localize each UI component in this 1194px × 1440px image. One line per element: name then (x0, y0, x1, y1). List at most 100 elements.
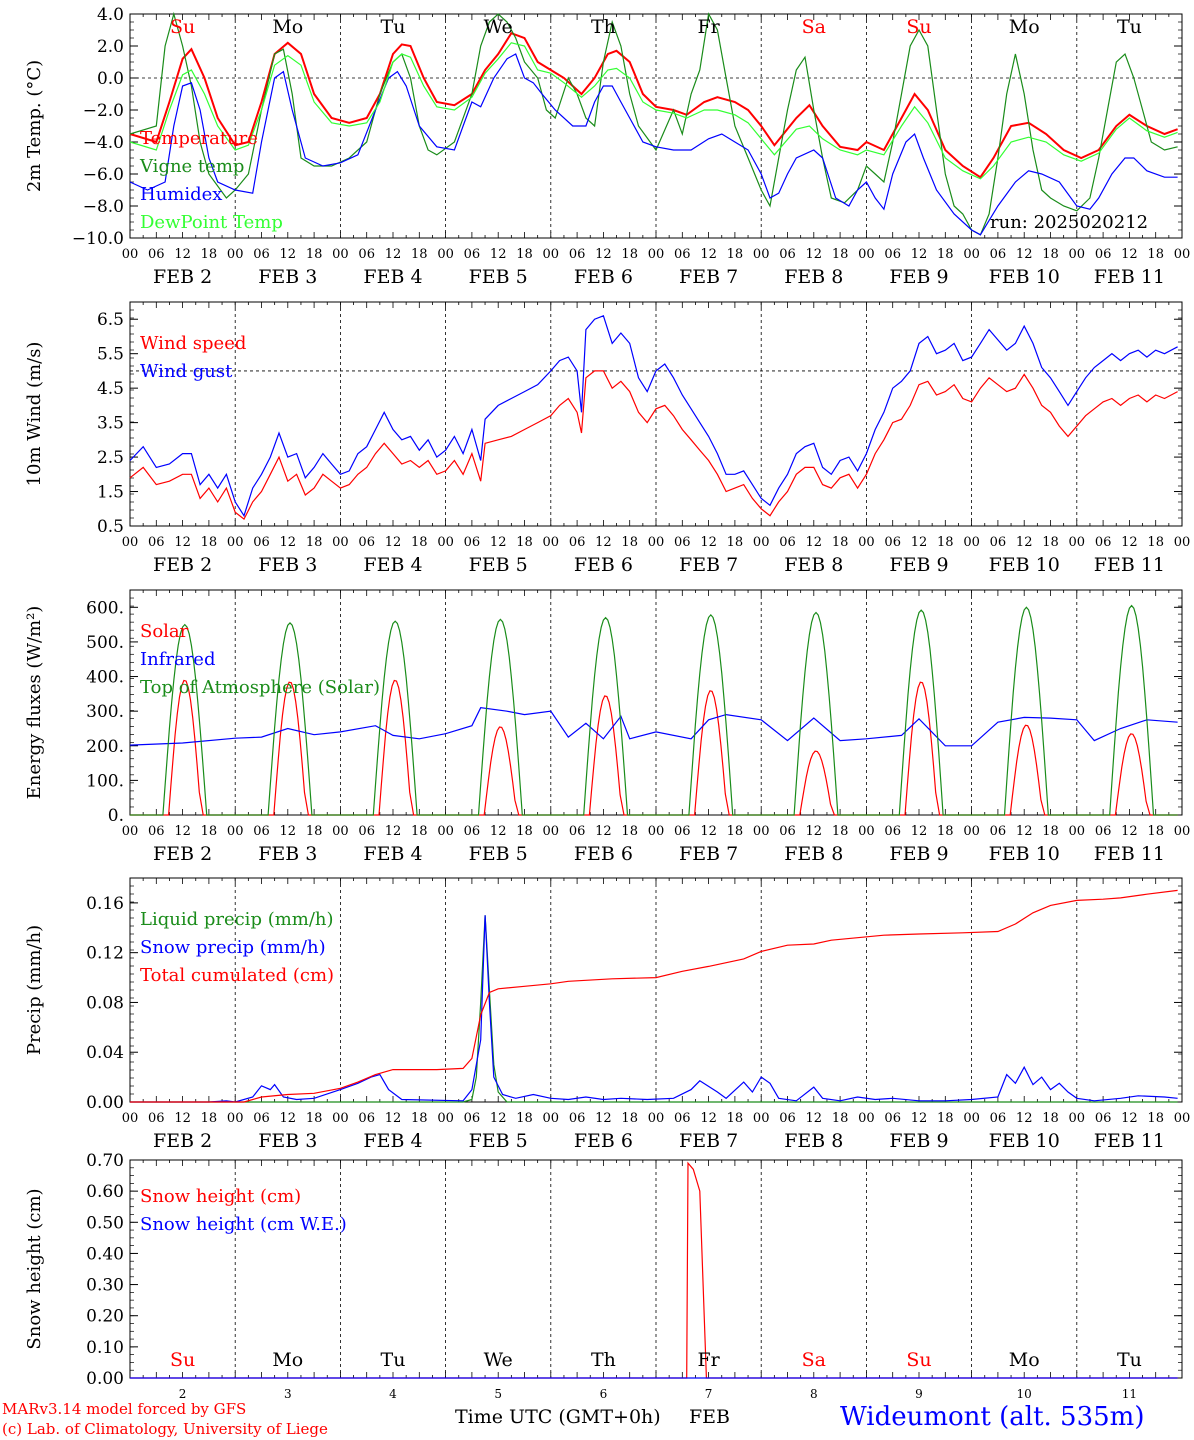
y-tick-label: 0.20 (86, 1307, 124, 1327)
x-hour-label: 00 (1069, 1111, 1086, 1126)
x-hour-label: 06 (464, 247, 481, 262)
x-hour-label: 06 (779, 247, 796, 262)
y-tick-label: 1.5 (97, 483, 124, 503)
x-hour-label: 12 (280, 535, 297, 550)
legend-entry: Top of Atmosphere (Solar) (140, 677, 380, 698)
x-hour-label: 00 (753, 824, 770, 839)
x-hour-label: 00 (122, 824, 139, 839)
y-tick-label: 4.0 (97, 5, 124, 25)
x-hour-label: 12 (911, 1111, 928, 1126)
weekday-label-top: Su (170, 16, 195, 38)
x-hour-label: 00 (332, 247, 349, 262)
y-tick-label: 100. (86, 771, 124, 791)
x-date-label: FEB 3 (258, 1130, 317, 1152)
x-hour-label: 00 (753, 247, 770, 262)
x-hour-label: 18 (201, 535, 218, 550)
x-hour-label: 06 (779, 1111, 796, 1126)
weekday-label-bottom: We (484, 1349, 513, 1371)
x-date-label: FEB 8 (784, 266, 843, 288)
x-hour-label: 18 (937, 535, 954, 550)
y-tick-label: −2.0 (83, 101, 124, 121)
legend-entry: Wind speed (140, 333, 246, 354)
x-hour-label: 06 (464, 1111, 481, 1126)
x-hour-label: 06 (1095, 824, 1112, 839)
panel-4 (129, 877, 1183, 1103)
weekday-label-top: Mo (272, 16, 303, 38)
x-day-number: 11 (1122, 1387, 1137, 1401)
x-date-label: FEB 3 (258, 554, 317, 576)
plot-frame (129, 589, 1183, 816)
x-date-label: FEB 5 (469, 1130, 528, 1152)
x-hour-label: 12 (595, 1111, 612, 1126)
y-axis-title: Snow height (cm) (24, 1188, 45, 1349)
x-hour-label: 00 (227, 535, 244, 550)
x-hour-label: 06 (358, 247, 375, 262)
x-hour-label: 18 (1147, 1111, 1164, 1126)
x-hour-label: 12 (595, 535, 612, 550)
series-line-snow-precip-mm-h- (130, 915, 1178, 1103)
weekday-label-bottom: Tu (381, 1349, 406, 1371)
x-hour-label: 18 (727, 824, 744, 839)
x-day-number: 7 (705, 1387, 713, 1401)
x-hour-label: 00 (1174, 824, 1191, 839)
x-hour-label: 06 (884, 247, 901, 262)
x-hour-label: 12 (1016, 1111, 1033, 1126)
x-date-label: FEB 4 (363, 1130, 422, 1152)
x-axis-title: Time UTC (GMT+0h) (455, 1406, 661, 1428)
x-date-label: FEB 11 (1094, 266, 1165, 288)
y-tick-label: 2.0 (97, 37, 124, 57)
x-hour-label: 06 (569, 247, 586, 262)
x-date-label: FEB 2 (153, 1130, 212, 1152)
x-hour-label: 06 (674, 247, 691, 262)
x-hour-label: 18 (1147, 247, 1164, 262)
x-day-number: 5 (494, 1387, 502, 1401)
legend-entry: Snow height (cm W.E.) (140, 1214, 347, 1235)
x-hour-label: 18 (937, 1111, 954, 1126)
panel-2 (129, 301, 1183, 527)
x-hour-label: 18 (1147, 535, 1164, 550)
y-tick-label: 0.08 (86, 993, 124, 1013)
x-hour-label: 06 (1095, 1111, 1112, 1126)
y-tick-label: 0.12 (86, 944, 124, 964)
x-hour-label: 06 (990, 824, 1007, 839)
y-tick-label: 0.70 (86, 1151, 124, 1171)
weekday-label-bottom: Tu (1117, 1349, 1142, 1371)
y-tick-label: 4.5 (97, 379, 124, 399)
series-line-wind-gust (129, 315, 1178, 518)
x-hour-label: 12 (280, 1111, 297, 1126)
y-tick-label: 0.10 (86, 1338, 124, 1358)
x-hour-label: 12 (595, 247, 612, 262)
x-hour-label: 06 (148, 247, 165, 262)
series-line-vigne-temp (129, 11, 1178, 236)
weekday-label-bottom: Mo (272, 1349, 303, 1371)
y-tick-label: 6.5 (97, 310, 124, 330)
x-hour-label: 18 (832, 824, 849, 839)
x-date-label: FEB 9 (889, 266, 948, 288)
x-hour-label: 18 (1042, 535, 1059, 550)
x-hour-label: 06 (990, 247, 1007, 262)
weekday-label-bottom: Sa (802, 1349, 826, 1371)
x-hour-label: 06 (779, 824, 796, 839)
weekday-label-bottom: Mo (1009, 1349, 1040, 1371)
x-hour-label: 00 (437, 824, 454, 839)
x-hour-label: 12 (1121, 247, 1138, 262)
x-date-label: FEB 2 (153, 843, 212, 865)
x-hour-label: 18 (621, 247, 638, 262)
x-hour-label: 06 (674, 824, 691, 839)
x-hour-label: 12 (280, 824, 297, 839)
y-tick-label: 0.60 (86, 1182, 124, 1202)
plot-frame (129, 13, 1183, 239)
x-hour-label: 00 (332, 1111, 349, 1126)
x-hour-label: 00 (963, 824, 980, 839)
x-hour-label: 06 (464, 535, 481, 550)
x-date-label: FEB 7 (679, 554, 738, 576)
x-hour-label: 06 (884, 535, 901, 550)
y-tick-label: 0.40 (86, 1244, 124, 1264)
x-hour-label: 00 (122, 535, 139, 550)
x-date-label: FEB 10 (989, 554, 1060, 576)
x-date-label: FEB 11 (1094, 843, 1165, 865)
x-hour-label: 06 (779, 535, 796, 550)
x-hour-label: 00 (648, 535, 665, 550)
y-axis-title: Energy fluxes (W/m²) (24, 606, 45, 800)
x-hour-label: 06 (358, 824, 375, 839)
